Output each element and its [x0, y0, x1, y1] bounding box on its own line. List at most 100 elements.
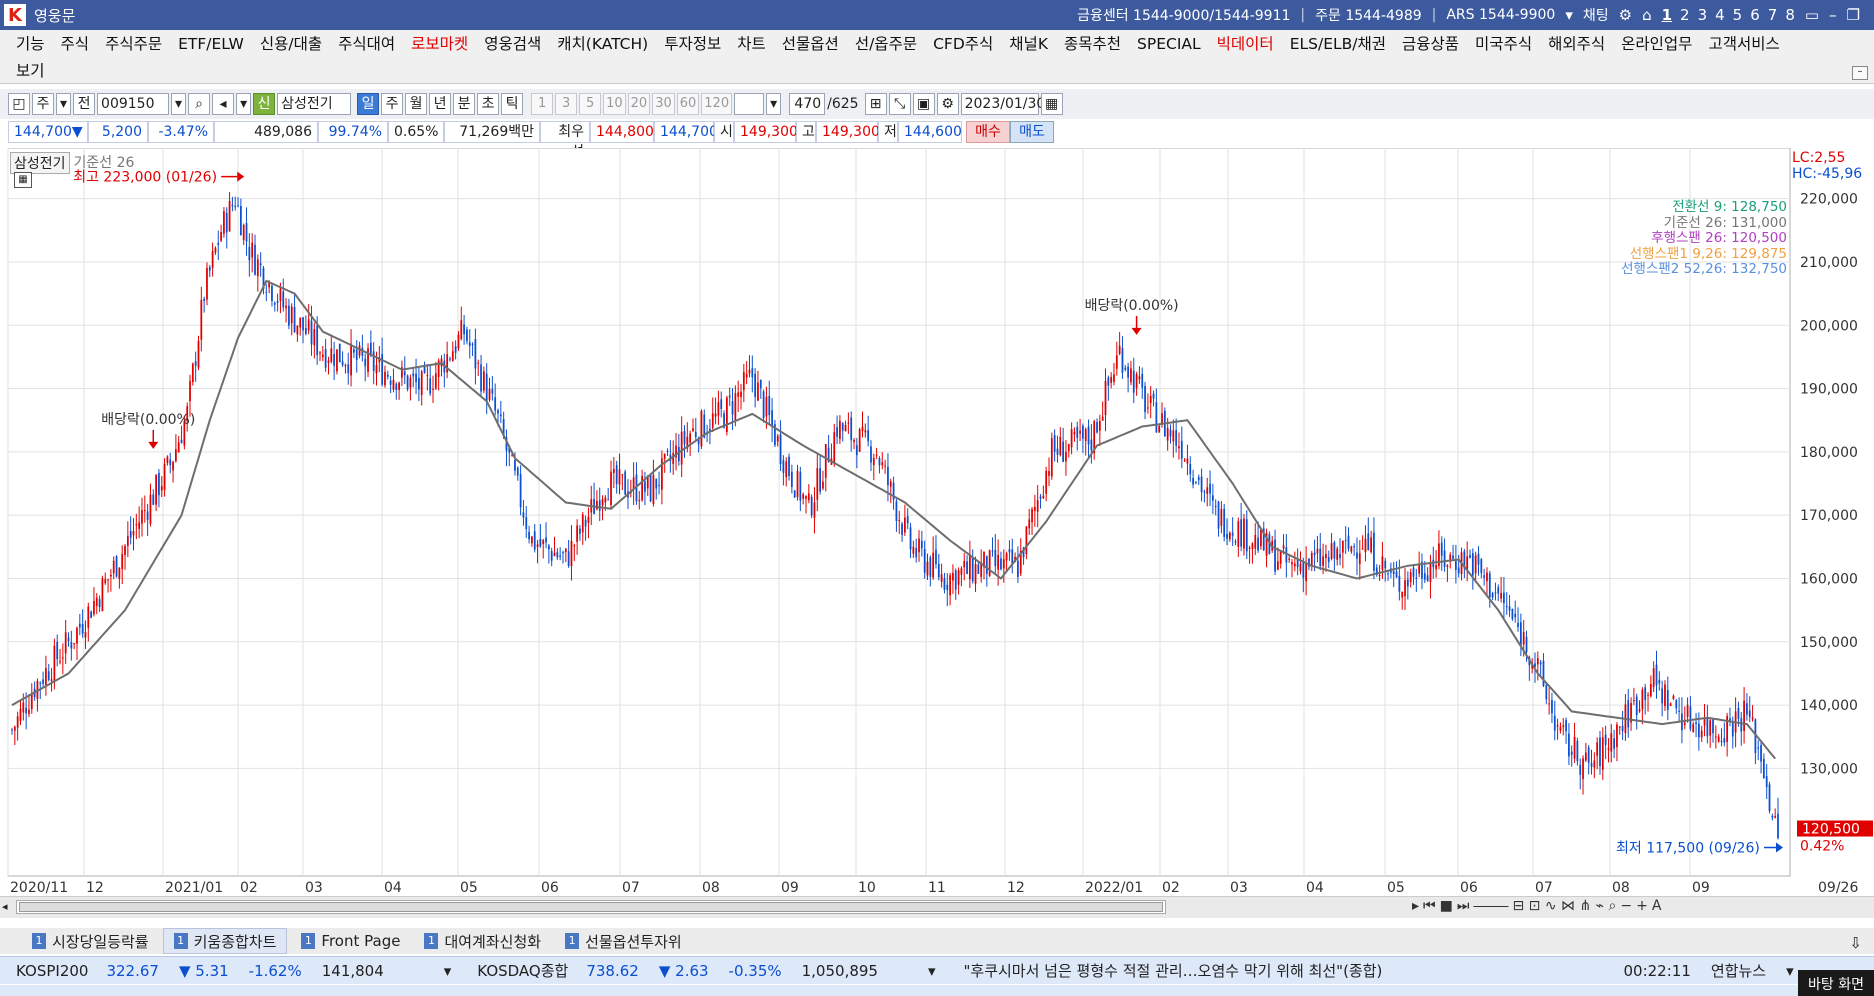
chart-scrollbar[interactable]: [16, 900, 1166, 914]
ichimoku-legend-item[interactable]: 후행스팬 26: 120,500: [1651, 230, 1787, 246]
screen-tab[interactable]: 1 키움종합차트: [162, 928, 288, 954]
menu-item[interactable]: SPECIAL: [1137, 35, 1201, 53]
menu-item[interactable]: 캐치(KATCH): [557, 35, 649, 53]
search-icon[interactable]: ⌕: [188, 93, 211, 115]
interval-button[interactable]: 60: [676, 93, 700, 115]
settings-icon[interactable]: ⚙: [1618, 6, 1633, 24]
interval-button[interactable]: 30: [652, 93, 675, 115]
menu-item[interactable]: 주식주문: [105, 35, 163, 53]
ichimoku-legend-item[interactable]: 선행스팬2 52,26: 132,750: [1621, 261, 1787, 277]
calendar-icon[interactable]: ▦: [1040, 93, 1063, 115]
candlestick-chart[interactable]: 130,000 140,000 150,000 160,000 170,000 180,0…: [0, 148, 1874, 896]
legend-stock-name[interactable]: 삼성전기: [10, 152, 70, 174]
scroll-thumb[interactable]: [19, 902, 1163, 912]
market-type-select[interactable]: 주: [32, 93, 54, 115]
chat-label[interactable]: 채팅: [1582, 8, 1609, 24]
screen-number[interactable]: 4: [1715, 6, 1725, 24]
menu-item[interactable]: 보기: [16, 62, 45, 80]
screen-number[interactable]: 2: [1680, 6, 1690, 24]
legend-kijun[interactable]: 기준선 26: [73, 155, 135, 171]
ichimoku-legend-item[interactable]: 선행스팬1 9,26: 129,875: [1629, 245, 1787, 262]
period-month-button[interactable]: 월: [405, 93, 428, 115]
screen-number[interactable]: 8: [1785, 6, 1795, 24]
indicator-add-icon[interactable]: ⊞: [864, 93, 887, 115]
credit-badge[interactable]: 신: [253, 93, 276, 115]
data-table-icon[interactable]: ▦: [14, 172, 32, 188]
menu-item[interactable]: 선물옵션: [781, 35, 839, 53]
fast-forward-icon[interactable]: ⏭: [1456, 898, 1470, 914]
zoom-slider-icon[interactable]: ⎯⎯⎯⎯⎯: [1473, 898, 1509, 914]
menu-item[interactable]: 금융상품: [1402, 35, 1460, 53]
menu-item[interactable]: 주식대여: [338, 35, 396, 53]
period-week-button[interactable]: 주: [381, 93, 404, 115]
chevron-down-icon[interactable]: ▾: [171, 93, 187, 115]
menu-item[interactable]: 기능: [16, 35, 45, 53]
ichimoku-legend-item[interactable]: 기준선 26: 131,000: [1663, 214, 1787, 231]
home-icon[interactable]: ⌂: [1642, 6, 1652, 24]
interval-button[interactable]: 5: [579, 93, 602, 115]
collapse-menu-icon[interactable]: –: [1852, 66, 1868, 80]
layout-icon[interactable]: ◰: [8, 93, 30, 115]
menu-item[interactable]: 신용/대출: [259, 35, 323, 53]
stock-code-input[interactable]: 009150: [97, 93, 170, 115]
rewind-icon[interactable]: ⏮: [1423, 898, 1436, 914]
date-input[interactable]: 2023/01/30: [960, 93, 1045, 115]
menu-item[interactable]: 빅데이터: [1216, 35, 1274, 53]
chevron-down-icon[interactable]: ▾: [1786, 961, 1794, 980]
chevron-down-icon[interactable]: ▾: [56, 93, 72, 115]
interval-button[interactable]: 1: [531, 93, 554, 115]
stock-name-field[interactable]: 삼성전기: [277, 93, 352, 115]
screen-number[interactable]: 1: [1661, 6, 1673, 24]
data-count-input[interactable]: 470: [789, 93, 826, 115]
period-minute-button[interactable]: 분: [453, 93, 476, 115]
menu-item[interactable]: 해외주식: [1548, 35, 1606, 53]
menu-item[interactable]: 차트: [737, 35, 766, 53]
chevron-down-icon[interactable]: ▾: [443, 961, 452, 980]
screen-tab[interactable]: 1 대여계좌신청화: [414, 928, 551, 954]
interval-button[interactable]: 3: [555, 93, 578, 115]
menu-item[interactable]: 주식: [60, 35, 90, 53]
ichimoku-legend-item[interactable]: 전환선 9: 128,750: [1672, 199, 1787, 215]
menu-item[interactable]: 미국주식: [1475, 35, 1533, 53]
screen-number[interactable]: 5: [1732, 6, 1743, 24]
period-year-button[interactable]: 년: [429, 93, 452, 115]
menu-item[interactable]: 선/옵주문: [854, 35, 918, 53]
chevron-down-icon[interactable]: ▾: [927, 961, 936, 980]
download-icon[interactable]: ⇩: [1849, 934, 1862, 952]
menu-item[interactable]: 채널K: [1009, 35, 1048, 53]
scroll-left-icon[interactable]: ◂: [2, 900, 8, 913]
buy-button[interactable]: 매수: [966, 121, 1010, 143]
screen-tab[interactable]: 1 선물옵션투자위: [555, 928, 692, 954]
screen-tab[interactable]: 1 Front Page: [291, 928, 410, 954]
interval-button[interactable]: 20: [627, 93, 651, 115]
period-day-button[interactable]: 일: [357, 93, 380, 115]
chevron-down-icon[interactable]: ▾: [236, 93, 252, 115]
chevron-down-icon[interactable]: ▾: [1565, 6, 1573, 24]
sell-button[interactable]: 매도: [1010, 121, 1054, 143]
font-size-icon[interactable]: A: [1651, 898, 1662, 914]
zoom-out-icon[interactable]: −: [1620, 898, 1633, 914]
all-type-button[interactable]: 전: [73, 93, 96, 115]
period-second-button[interactable]: 초: [477, 93, 500, 115]
gear-icon[interactable]: ⚙: [936, 93, 959, 115]
menu-item[interactable]: 온라인업무: [1621, 35, 1693, 53]
drawing-tools-icon[interactable]: ⊟ ⊡ ∿ ⋈ ⋔ ⌁ ⌕: [1512, 898, 1617, 914]
line-tool-icon[interactable]: ⤡: [888, 93, 911, 115]
interval-button[interactable]: 10: [603, 93, 626, 115]
chevron-down-icon[interactable]: ▾: [766, 93, 782, 115]
kosdaq-name[interactable]: KOSDAQ종합: [477, 962, 569, 980]
monitor-icon[interactable]: ▭: [1804, 6, 1820, 24]
screen-number[interactable]: 3: [1697, 6, 1708, 24]
menu-item[interactable]: CFD주식: [933, 35, 994, 53]
save-icon[interactable]: ▣: [912, 93, 935, 115]
menu-item[interactable]: ELS/ELB/채권: [1289, 35, 1386, 53]
stop-icon[interactable]: ■: [1439, 898, 1453, 914]
menu-item[interactable]: 투자정보: [664, 35, 722, 53]
zoom-in-icon[interactable]: +: [1636, 898, 1648, 914]
interval-button[interactable]: 120: [701, 93, 733, 115]
restore-icon[interactable]: ❐: [1846, 6, 1860, 24]
speaker-icon[interactable]: ◂: [212, 93, 235, 115]
menu-item[interactable]: ETF/ELW: [178, 35, 244, 53]
menu-item[interactable]: 로보마켓: [411, 35, 469, 53]
play-icon[interactable]: ▸: [1412, 898, 1420, 914]
